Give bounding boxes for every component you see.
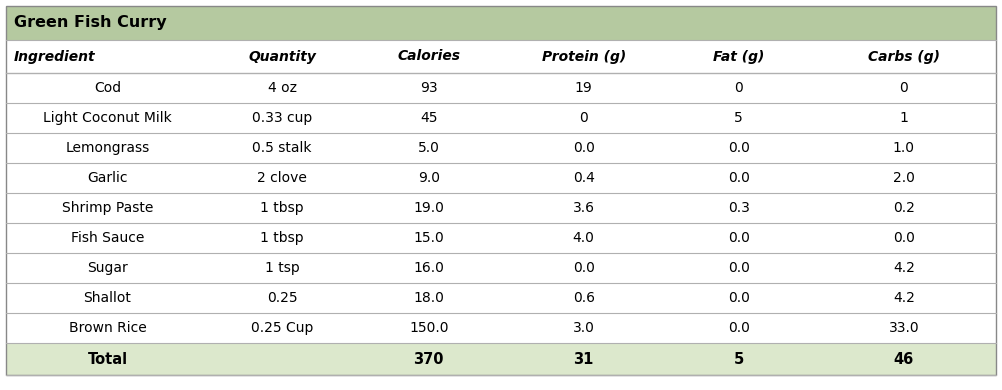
Text: 33.0: 33.0 bbox=[889, 321, 919, 335]
Text: Light Coconut Milk: Light Coconut Milk bbox=[43, 111, 172, 125]
Text: Calories: Calories bbox=[397, 50, 460, 64]
Bar bbox=[6, 163, 996, 193]
Bar bbox=[6, 223, 996, 253]
Bar bbox=[6, 6, 996, 40]
Text: Fish Sauce: Fish Sauce bbox=[71, 231, 144, 245]
Text: Shallot: Shallot bbox=[83, 291, 131, 305]
Text: 1 tbsp: 1 tbsp bbox=[261, 231, 304, 245]
Text: 0: 0 bbox=[734, 81, 742, 95]
Text: 0.0: 0.0 bbox=[573, 261, 594, 275]
Text: 1 tsp: 1 tsp bbox=[265, 261, 300, 275]
Text: 0: 0 bbox=[579, 111, 588, 125]
Text: 15.0: 15.0 bbox=[414, 231, 444, 245]
Text: Total: Total bbox=[87, 351, 127, 367]
Text: 18.0: 18.0 bbox=[413, 291, 444, 305]
Bar bbox=[6, 73, 996, 103]
Text: 0.0: 0.0 bbox=[727, 321, 749, 335]
Text: Quantity: Quantity bbox=[248, 50, 317, 64]
Text: 0.25 Cup: 0.25 Cup bbox=[252, 321, 314, 335]
Bar bbox=[6, 103, 996, 133]
Text: 0.0: 0.0 bbox=[727, 261, 749, 275]
Text: Ingredient: Ingredient bbox=[14, 50, 95, 64]
Text: 45: 45 bbox=[420, 111, 438, 125]
Text: 0.3: 0.3 bbox=[727, 201, 749, 215]
Bar bbox=[6, 193, 996, 223]
Text: 19.0: 19.0 bbox=[413, 201, 444, 215]
Text: 0.0: 0.0 bbox=[727, 291, 749, 305]
Bar bbox=[6, 40, 996, 73]
Text: 9.0: 9.0 bbox=[418, 171, 440, 185]
Text: 4.0: 4.0 bbox=[573, 231, 594, 245]
Text: Fat (g): Fat (g) bbox=[712, 50, 765, 64]
Text: 2.0: 2.0 bbox=[893, 171, 915, 185]
Text: 0.0: 0.0 bbox=[727, 231, 749, 245]
Text: 150.0: 150.0 bbox=[409, 321, 449, 335]
Text: Lemongrass: Lemongrass bbox=[65, 141, 149, 155]
Text: 0: 0 bbox=[900, 81, 908, 95]
Text: 0.5 stalk: 0.5 stalk bbox=[253, 141, 312, 155]
Text: 4 oz: 4 oz bbox=[268, 81, 297, 95]
Text: Brown Rice: Brown Rice bbox=[68, 321, 146, 335]
Text: Sugar: Sugar bbox=[87, 261, 128, 275]
Text: 0.33 cup: 0.33 cup bbox=[253, 111, 313, 125]
Text: 0.0: 0.0 bbox=[573, 141, 594, 155]
Text: Green Fish Curry: Green Fish Curry bbox=[14, 16, 166, 30]
Text: 0.2: 0.2 bbox=[893, 201, 915, 215]
Text: 0.25: 0.25 bbox=[267, 291, 298, 305]
Text: Cod: Cod bbox=[94, 81, 121, 95]
Text: 16.0: 16.0 bbox=[413, 261, 444, 275]
Text: 5.0: 5.0 bbox=[418, 141, 440, 155]
Text: 4.2: 4.2 bbox=[893, 291, 915, 305]
Text: 370: 370 bbox=[414, 351, 444, 367]
Text: 1: 1 bbox=[900, 111, 909, 125]
Text: 19: 19 bbox=[575, 81, 592, 95]
Text: 93: 93 bbox=[420, 81, 438, 95]
Text: Carbs (g): Carbs (g) bbox=[868, 50, 940, 64]
Bar bbox=[6, 343, 996, 375]
Text: 2 clove: 2 clove bbox=[258, 171, 308, 185]
Text: 0.0: 0.0 bbox=[727, 171, 749, 185]
Text: Garlic: Garlic bbox=[87, 171, 127, 185]
Bar bbox=[6, 283, 996, 313]
Text: 3.0: 3.0 bbox=[573, 321, 594, 335]
Text: 5: 5 bbox=[734, 111, 742, 125]
Text: 1 tbsp: 1 tbsp bbox=[261, 201, 304, 215]
Text: 46: 46 bbox=[894, 351, 914, 367]
Text: Shrimp Paste: Shrimp Paste bbox=[62, 201, 153, 215]
Text: 5: 5 bbox=[733, 351, 743, 367]
Text: 31: 31 bbox=[573, 351, 594, 367]
Bar bbox=[6, 253, 996, 283]
Text: 0.6: 0.6 bbox=[573, 291, 594, 305]
Text: 3.6: 3.6 bbox=[573, 201, 594, 215]
Bar bbox=[6, 313, 996, 343]
Text: 0.0: 0.0 bbox=[727, 141, 749, 155]
Text: 4.2: 4.2 bbox=[893, 261, 915, 275]
Bar bbox=[6, 133, 996, 163]
Text: 0.4: 0.4 bbox=[573, 171, 594, 185]
Text: 0.0: 0.0 bbox=[893, 231, 915, 245]
Text: Protein (g): Protein (g) bbox=[541, 50, 626, 64]
Text: 1.0: 1.0 bbox=[893, 141, 915, 155]
